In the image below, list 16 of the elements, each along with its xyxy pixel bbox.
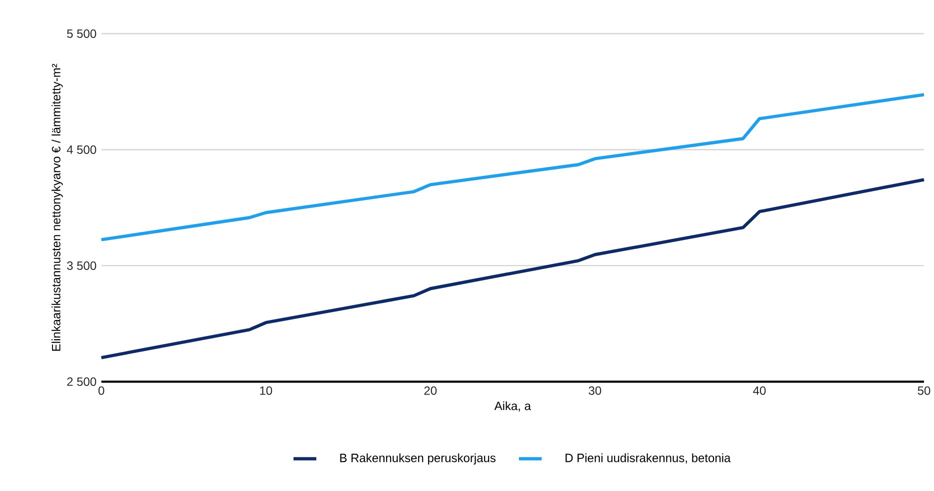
x-tick-label: 30 [588, 386, 602, 395]
legend-label: B Rakennuksen peruskorjaus [340, 453, 496, 465]
x-tick-label: 10 [260, 386, 272, 395]
x-axis-title: Aika, a [494, 401, 531, 412]
x-tick-label: 0 [98, 386, 104, 395]
y-axis-title: Elinkaarikustannusten nettonykyarvo € / lämmitetty-m² [52, 64, 63, 351]
y-tick-label: 5 500 [67, 29, 96, 38]
line-series [100, 178, 926, 360]
x-tick-label: 50 [918, 386, 930, 395]
x-tick-label: 20 [424, 386, 437, 395]
y-tick-label: 3 500 [67, 261, 96, 270]
y-tick-label: 4 500 [66, 145, 96, 154]
x-tick-label: 40 [753, 386, 766, 395]
legend-label: D Pieni uudisrakennus, betonia [566, 453, 731, 464]
line-series [100, 93, 926, 242]
y-tick-label: 2 500 [67, 377, 96, 386]
